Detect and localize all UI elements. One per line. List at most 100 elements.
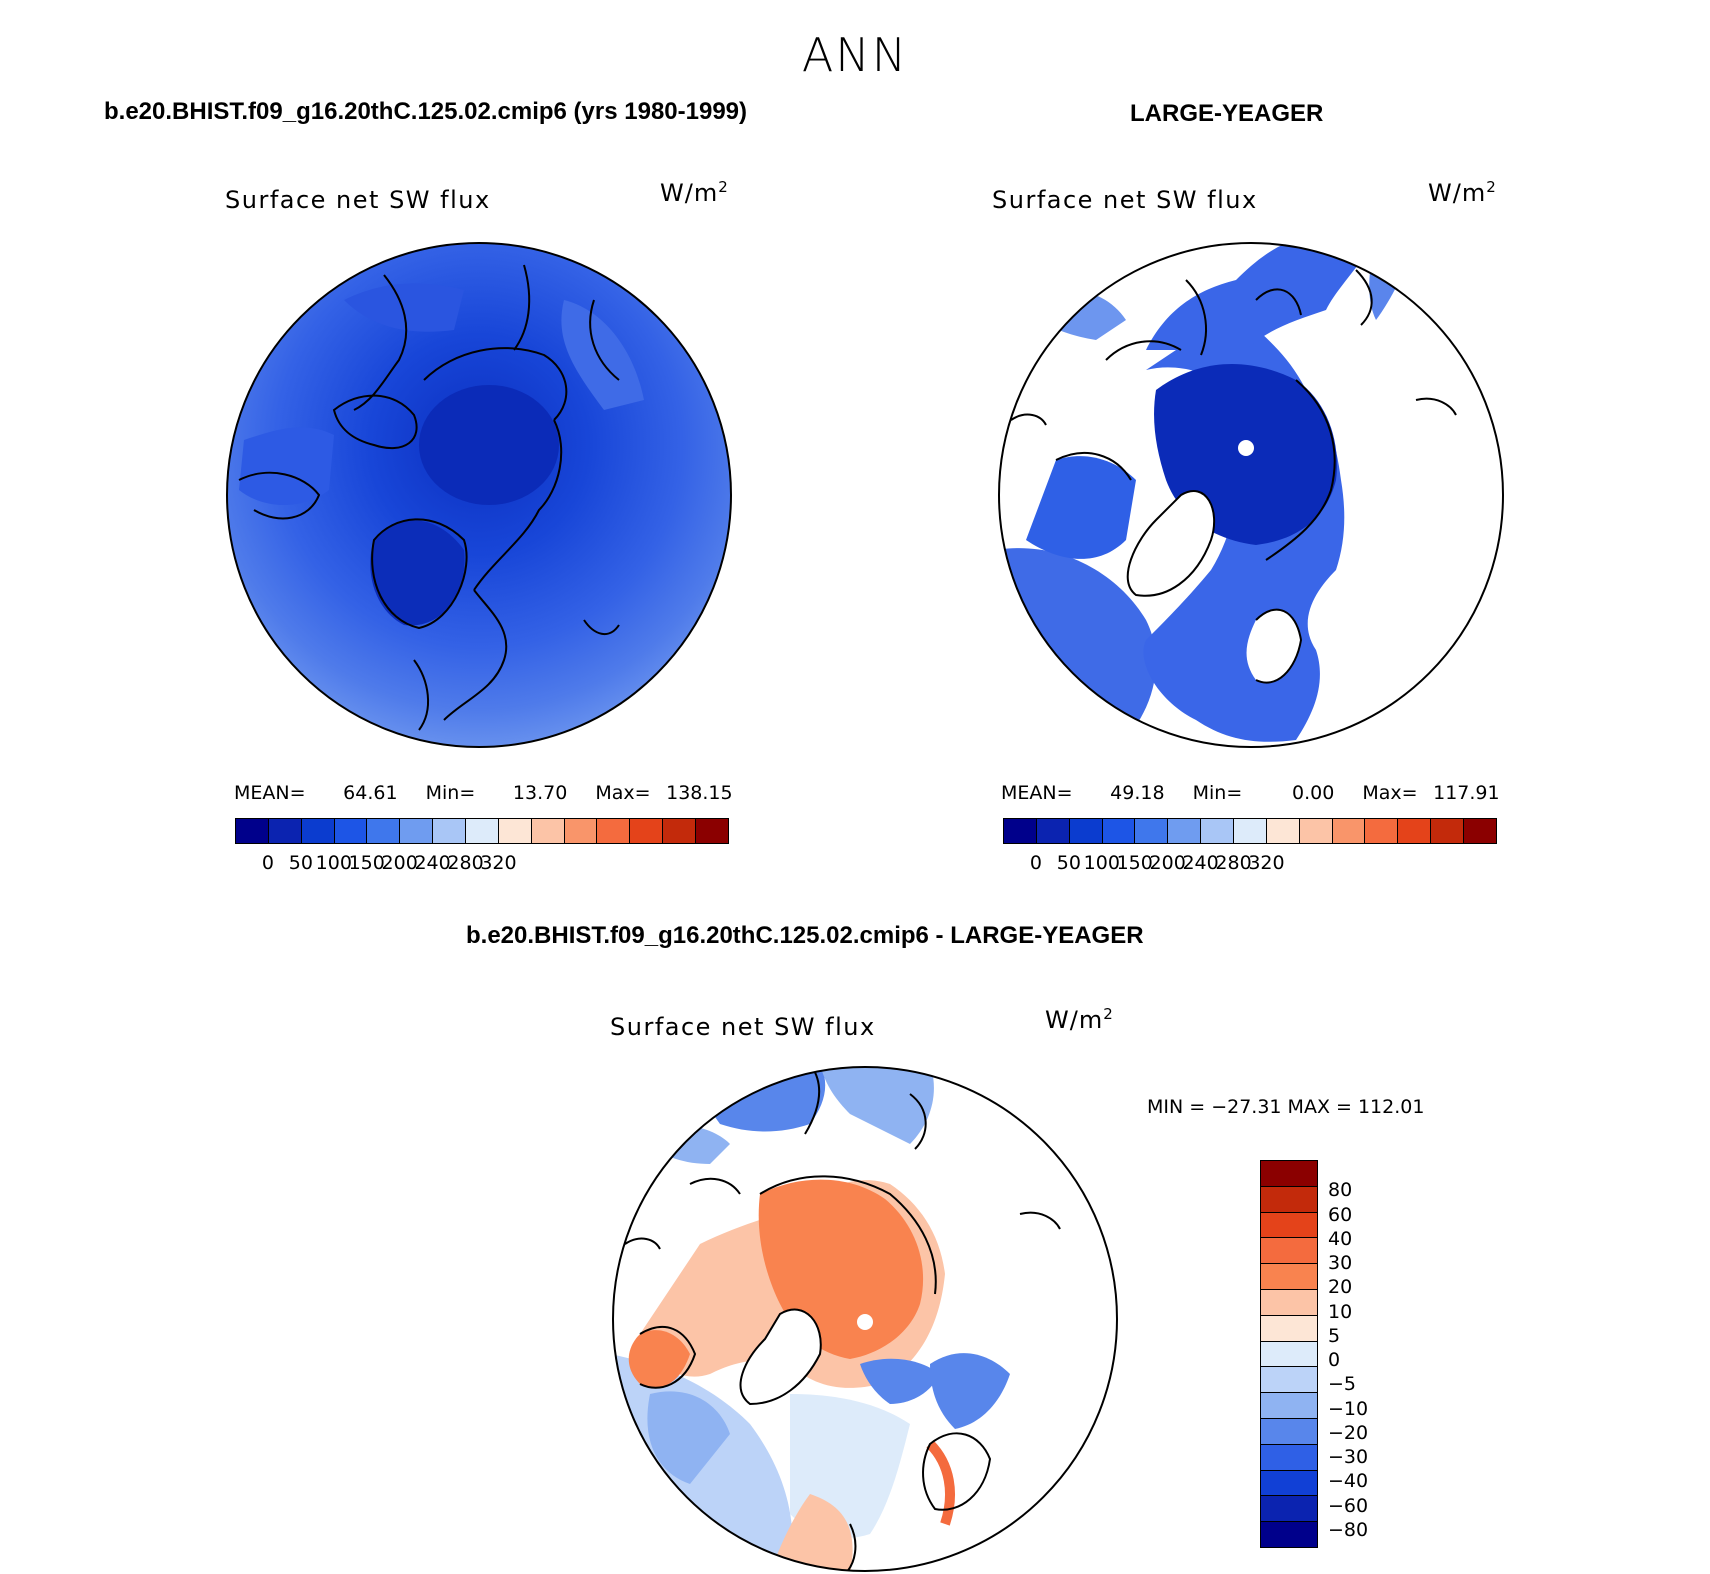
colorbar-swatch — [1398, 819, 1432, 843]
colorbar-swatch — [597, 819, 631, 843]
colorbar-swatch — [1261, 1522, 1317, 1547]
panel-model-units: W/m2 — [660, 178, 729, 207]
colorbar-swatch — [1299, 819, 1333, 843]
panel-obs-title: Surface net SW flux — [992, 186, 1258, 214]
colorbar-tick-label: 280 — [1215, 852, 1252, 874]
colorbar-swatch — [1036, 819, 1070, 843]
colorbar-swatch — [367, 819, 401, 843]
panel-model-title: Surface net SW flux — [225, 186, 491, 214]
colorbar-swatch — [1464, 819, 1496, 843]
colorbar-swatch — [1332, 819, 1366, 843]
colorbar-swatch — [1004, 819, 1037, 843]
colorbar-tick-label: 60 — [1328, 1203, 1353, 1226]
diff-title: b.e20.BHIST.f09_g16.20thC.125.02.cmip6 -… — [466, 922, 1144, 949]
colorbar-swatch — [1261, 1444, 1317, 1471]
colorbar-tick-label: −10 — [1328, 1397, 1369, 1420]
coastlines-model — [238, 264, 620, 731]
polar-map-diff — [612, 1066, 1118, 1572]
colorbar-swatch — [400, 819, 434, 843]
colorbar-swatch — [1261, 1186, 1317, 1213]
colorbar-tick-label: 320 — [1248, 852, 1285, 874]
coastlines-obs — [1010, 269, 1457, 684]
colorbar-diff — [1260, 1160, 1318, 1548]
polar-map-model — [226, 242, 732, 748]
colorbar-swatch — [236, 819, 269, 843]
colorbar-swatch — [696, 819, 728, 843]
panel-diff-title: Surface net SW flux — [610, 1013, 876, 1041]
colorbar-swatch — [1261, 1289, 1317, 1316]
colorbar-swatch — [1201, 819, 1235, 843]
colorbar-swatch — [1261, 1212, 1317, 1239]
panel-obs-stats: MEAN= 49.18 Min= 0.00 Max= 117.91 — [1001, 782, 1500, 804]
colorbar-swatch — [466, 819, 499, 843]
colorbar-swatch — [1102, 819, 1136, 843]
colorbar-model — [235, 818, 729, 844]
colorbar-swatch — [301, 819, 335, 843]
colorbar-tick-label: 30 — [1328, 1252, 1353, 1274]
colorbar-swatch — [1266, 819, 1300, 843]
colorbar-swatch — [1261, 1496, 1317, 1523]
colorbar-tick-label: 100 — [315, 852, 352, 874]
colorbar-swatch — [663, 819, 697, 843]
colorbar-swatch — [531, 819, 565, 843]
main-title: ANN — [801, 28, 909, 82]
colorbar-swatch — [1261, 1315, 1317, 1342]
colorbar-tick-label: 240 — [414, 852, 451, 874]
colorbar-tick-label: 20 — [1328, 1276, 1353, 1299]
panel-model-stats: MEAN= 64.61 Min= 13.70 Max= 138.15 — [234, 782, 733, 804]
colorbar-swatch — [630, 819, 664, 843]
colorbar-tick-label: −60 — [1328, 1494, 1369, 1517]
colorbar-diff-ticks: 80 60 40 30 20 10 5 0 −5 −10 −20 −30 −40 −60 −80 — [1328, 1160, 1408, 1548]
colorbar-tick-label: 280 — [447, 852, 484, 874]
colorbar-swatch — [1261, 1161, 1317, 1187]
colorbar-swatch — [268, 819, 302, 843]
colorbar-tick-label: 100 — [1083, 852, 1120, 874]
panel-obs-units: W/m2 — [1428, 178, 1497, 207]
colorbar-tick-label: 150 — [1116, 852, 1153, 874]
colorbar-tick-label: 5 — [1328, 1324, 1341, 1347]
colorbar-tick-label: 0 — [1328, 1349, 1341, 1371]
colorbar-swatch — [1261, 1238, 1317, 1265]
colorbar-tick-label: −20 — [1328, 1421, 1369, 1444]
colorbar-swatch — [1261, 1264, 1317, 1290]
colorbar-swatch — [433, 819, 467, 843]
colorbar-tick-label: 50 — [288, 852, 313, 874]
colorbar-swatch — [1261, 1470, 1317, 1497]
colorbar-tick-label: 0 — [261, 852, 274, 874]
colorbar-tick-label: −30 — [1328, 1446, 1369, 1468]
colorbar-swatch — [1261, 1367, 1317, 1394]
colorbar-tick-label: 200 — [381, 852, 418, 874]
colorbar-swatch — [1168, 819, 1202, 843]
colorbar-swatch — [334, 819, 368, 843]
panel-diff-units: W/m2 — [1045, 1005, 1114, 1034]
colorbar-swatch — [1431, 819, 1465, 843]
coastlines-diff — [624, 1067, 1061, 1571]
case2-title: LARGE-YEAGER — [1130, 100, 1324, 127]
colorbar-tick-label: 150 — [348, 852, 385, 874]
colorbar-obs — [1003, 818, 1497, 844]
panel-diff-minmax: MIN = −27.31 MAX = 112.01 — [1147, 1096, 1425, 1118]
colorbar-tick-label: 80 — [1328, 1179, 1353, 1202]
case1-title: b.e20.BHIST.f09_g16.20thC.125.02.cmip6 (… — [104, 98, 748, 125]
colorbar-tick-label: 240 — [1182, 852, 1219, 874]
colorbar-swatch — [564, 819, 598, 843]
polar-map-obs — [998, 242, 1504, 748]
colorbar-tick-label: 200 — [1149, 852, 1186, 874]
colorbar-swatch — [1261, 1393, 1317, 1419]
colorbar-tick-label: 0 — [1029, 852, 1042, 874]
colorbar-swatch — [1261, 1418, 1317, 1445]
colorbar-tick-label: 40 — [1328, 1227, 1353, 1250]
colorbar-tick-label: 320 — [480, 852, 517, 874]
colorbar-tick-label: −40 — [1328, 1470, 1369, 1493]
colorbar-tick-label: −80 — [1328, 1518, 1369, 1541]
colorbar-model-ticks: 0 50 100 150 200 240 280 320 — [235, 852, 729, 876]
colorbar-swatch — [1234, 819, 1267, 843]
colorbar-tick-label: 50 — [1056, 852, 1081, 874]
colorbar-obs-ticks: 0 50 100 150 200 240 280 320 — [1003, 852, 1497, 876]
colorbar-swatch — [1261, 1341, 1317, 1368]
colorbar-swatch — [1365, 819, 1399, 843]
colorbar-swatch — [1069, 819, 1103, 843]
colorbar-swatch — [498, 819, 532, 843]
colorbar-tick-label: 10 — [1328, 1300, 1353, 1323]
colorbar-swatch — [1135, 819, 1169, 843]
